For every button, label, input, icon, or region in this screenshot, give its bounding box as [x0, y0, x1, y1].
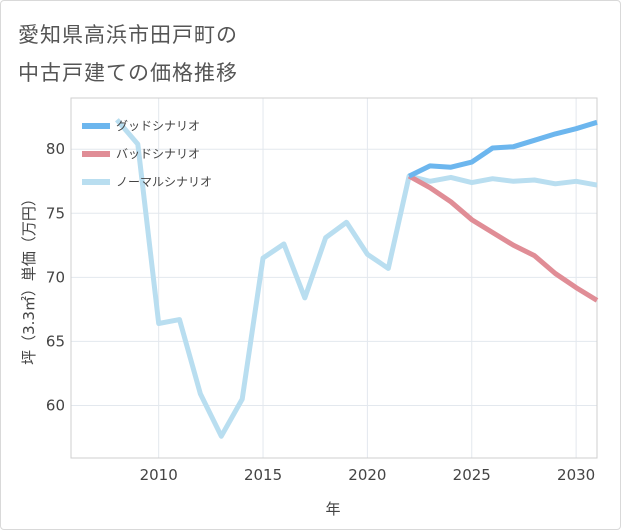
title-line-2: 中古戸建ての価格推移 [18, 61, 238, 85]
legend-label-2: ノーマルシナリオ [116, 175, 212, 189]
series-layer [115, 118, 599, 439]
series-line-2 [115, 118, 598, 439]
x-tick-label-2030: 2030 [557, 466, 595, 484]
legend-label-0: グッドシナリオ [116, 119, 200, 133]
y-tick-label-80: 80 [46, 140, 65, 158]
legend-label-1: バッドシナリオ [116, 147, 200, 161]
series-line-0 [408, 119, 598, 179]
x-tick-label-2025: 2025 [453, 466, 491, 484]
y-tick-label-75: 75 [46, 204, 65, 222]
x-axis-title: 年 [325, 500, 340, 518]
plot-area-border [70, 97, 598, 459]
y-axis-title: 坪（3.3㎡）単価（万円） [20, 191, 38, 365]
y-tick-label-60: 60 [46, 396, 65, 414]
y-tick-label-65: 65 [46, 332, 65, 350]
axis-ticks: 2010 2015 2020 2025 2030 60 65 70 75 80 [46, 140, 595, 484]
series-line-1 [407, 173, 599, 303]
x-tick-label-2020: 2020 [348, 466, 386, 484]
title-line-1: 愛知県高浜市田戸町の [18, 23, 238, 47]
y-tick-label-70: 70 [46, 268, 65, 286]
chart-title: 愛知県高浜市田戸町の 中古戸建ての価格推移 [18, 16, 238, 92]
x-tick-label-2015: 2015 [244, 466, 282, 484]
x-tick-label-2010: 2010 [140, 466, 178, 484]
